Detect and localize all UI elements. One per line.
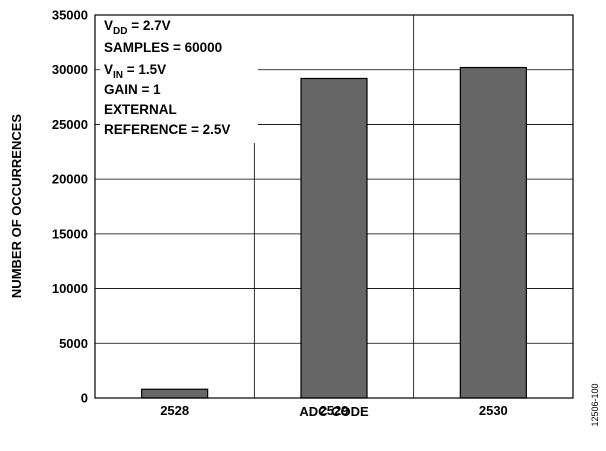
y-tick-label: 30000 (52, 62, 88, 77)
x-tick-label: 2528 (160, 403, 189, 418)
bar-2529 (300, 77, 368, 399)
y-axis-title: NUMBER OF OCCURRENCES (9, 114, 24, 299)
y-tick-label: 25000 (52, 117, 88, 132)
annotation-reference: REFERENCE = 2.5V (104, 122, 230, 137)
y-axis: 0 5000 10000 15000 20000 25000 30000 35000 (52, 8, 88, 406)
x-axis-title: ADC CODE (299, 404, 369, 419)
annotation-vdd: VDD = 2.7V (104, 18, 171, 37)
annotation-samples: SAMPLES = 60000 (104, 40, 222, 55)
y-tick-label: 15000 (52, 226, 88, 241)
y-tick-label: 20000 (52, 172, 88, 187)
y-tick-label: 0 (81, 391, 88, 406)
y-tick-label: 5000 (59, 336, 88, 351)
x-axis: 2528 2529 2530 (160, 403, 508, 418)
annotation-external: EXTERNAL (104, 102, 177, 117)
x-tick-label: 2530 (479, 403, 508, 418)
figure-id: 12506-100 (590, 383, 600, 426)
annotation-box (100, 14, 258, 143)
plot-frame (94, 14, 574, 399)
annotation-vin: VIN = 1.5V (104, 62, 166, 81)
y-tick-label: 35000 (52, 8, 88, 23)
x-tick-label: 2529 (320, 403, 349, 418)
bar-2528 (141, 388, 209, 399)
annotation-gain: GAIN = 1 (104, 82, 161, 97)
y-tick-label: 10000 (52, 281, 88, 296)
bar-2530 (459, 66, 527, 399)
